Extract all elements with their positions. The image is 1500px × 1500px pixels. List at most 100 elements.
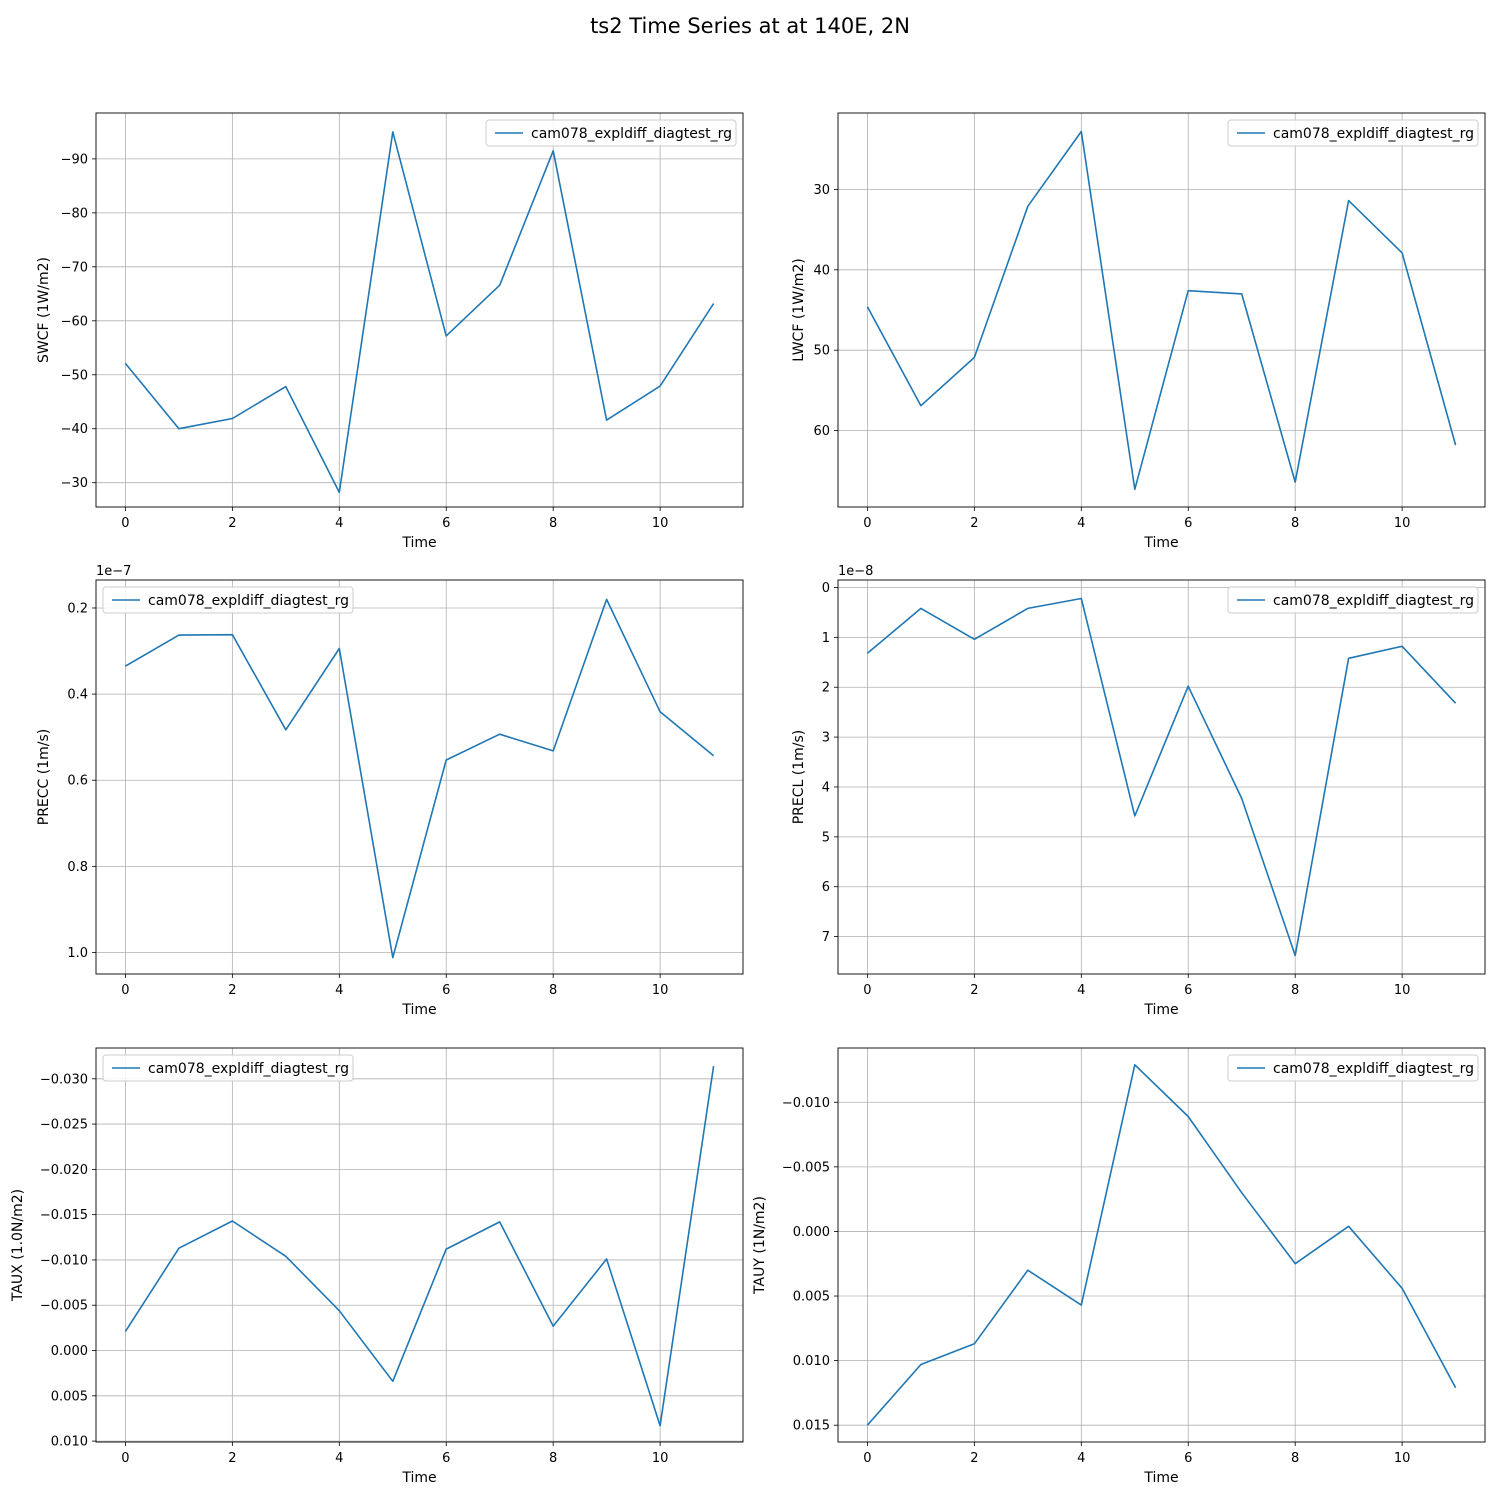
x-tick-label: 6 xyxy=(442,1451,450,1466)
y-tick-label: 60 xyxy=(813,424,830,439)
y-tick-label: 0 xyxy=(822,581,830,596)
legend: cam078_expldiff_diagtest_rg xyxy=(102,586,354,614)
y-axis-label: LWCF (1W/m2) xyxy=(791,258,807,362)
y-tick-label: −0.015 xyxy=(40,1208,88,1223)
y-tick-label: 1.0 xyxy=(67,946,88,961)
y-axis-label: TAUY (1N/m2) xyxy=(752,1196,768,1295)
series-line xyxy=(866,130,1457,491)
x-tick-label: 0 xyxy=(863,1451,871,1466)
x-tick-label: 0 xyxy=(121,516,129,531)
y-tick-label: 0.015 xyxy=(793,1419,830,1434)
x-tick-label: 6 xyxy=(442,516,450,531)
y-tick-label: −0.025 xyxy=(40,1118,88,1133)
axes-frame xyxy=(837,579,1486,975)
x-tick-label: 4 xyxy=(1077,1451,1085,1466)
x-axis-label: Time xyxy=(401,1470,436,1486)
y-tick-label: 50 xyxy=(813,344,830,359)
x-tick-label: 8 xyxy=(1291,983,1299,998)
legend: cam078_expldiff_diagtest_rg xyxy=(102,1054,354,1082)
series-line xyxy=(866,1064,1457,1426)
y-axis-label: PRECC (1m/s) xyxy=(36,729,52,826)
x-tick-label: 2 xyxy=(970,983,978,998)
y-tick-label: 0.010 xyxy=(51,1435,88,1450)
y-tick-label: −0.005 xyxy=(782,1160,830,1175)
x-tick-label: 4 xyxy=(1077,983,1085,998)
legend-label: cam078_expldiff_diagtest_rg xyxy=(148,1061,349,1077)
y-tick-label: −70 xyxy=(61,260,88,275)
y-tick-label: −0.020 xyxy=(40,1163,88,1178)
y-tick-label: 7 xyxy=(822,930,830,945)
figure-title: ts2 Time Series at at 140E, 2N xyxy=(590,14,910,38)
x-tick-label: 2 xyxy=(228,983,236,998)
y-tick-label: 3 xyxy=(822,731,830,746)
subplot-5: 0 2 4 6 8 10 −0.030 −0.025 −0.020 −0.015 −0.010 −0.… xyxy=(10,1047,744,1486)
x-tick-label: 2 xyxy=(970,1451,978,1466)
x-tick-label: 4 xyxy=(335,516,343,531)
x-tick-label: 4 xyxy=(1077,516,1085,531)
axes-frame xyxy=(95,579,744,975)
x-tick-label: 6 xyxy=(442,983,450,998)
series-line xyxy=(124,131,715,494)
x-tick-label: 10 xyxy=(652,1451,669,1466)
x-tick-label: 0 xyxy=(121,983,129,998)
legend-label: cam078_expldiff_diagtest_rg xyxy=(1273,1061,1474,1077)
axes-frame xyxy=(95,112,744,508)
y-tick-label: −0.010 xyxy=(40,1253,88,1268)
subplot-6: 0 2 4 6 8 10 −0.010 −0.005 0.000 0.005 0.010 0.015 T… xyxy=(752,1047,1486,1486)
x-tick-label: 4 xyxy=(335,1451,343,1466)
y-tick-label: 5 xyxy=(822,830,830,845)
y-tick-label: 0.4 xyxy=(67,688,88,703)
axes-frame xyxy=(95,1047,744,1443)
x-tick-label: 8 xyxy=(549,983,557,998)
x-tick-label: 2 xyxy=(970,516,978,531)
y-tick-label: −0.005 xyxy=(40,1299,88,1314)
subplot-2: 0 2 4 6 8 10 30 40 50 60 Time LWCF (1W/m2) cam078_ex… xyxy=(791,112,1486,551)
y-axis-label: TAUX (1.0N/m2) xyxy=(10,1189,26,1302)
x-tick-label: 2 xyxy=(228,1451,236,1466)
x-tick-label: 8 xyxy=(549,1451,557,1466)
legend-label: cam078_expldiff_diagtest_rg xyxy=(1273,126,1474,142)
legend-box xyxy=(102,1054,354,1082)
x-axis-label: Time xyxy=(1143,1002,1178,1018)
legend: cam078_expldiff_diagtest_rg xyxy=(485,119,737,147)
legend-label: cam078_expldiff_diagtest_rg xyxy=(1273,593,1474,609)
y-tick-label: 0.000 xyxy=(51,1344,88,1359)
y-tick-label: −30 xyxy=(61,476,88,491)
subplot-1: 0 2 4 6 8 10 −90 −80 −70 −60 −50 −40 −30 Time SWCF (1W… xyxy=(36,112,744,551)
x-axis-label: Time xyxy=(401,1002,436,1018)
x-tick-label: 2 xyxy=(228,516,236,531)
y-axis-label: PRECL (1m/s) xyxy=(791,730,807,825)
legend-label: cam078_expldiff_diagtest_rg xyxy=(531,126,732,142)
y-tick-label: 0.8 xyxy=(67,860,88,875)
legend-label: cam078_expldiff_diagtest_rg xyxy=(148,593,349,609)
y-tick-label: −60 xyxy=(61,314,88,329)
legend-box xyxy=(1227,1054,1479,1082)
legend-box xyxy=(485,119,737,147)
x-tick-label: 10 xyxy=(1394,516,1411,531)
y-tick-label: 0.010 xyxy=(793,1354,830,1369)
legend: cam078_expldiff_diagtest_rg xyxy=(1227,1054,1479,1082)
x-tick-label: 8 xyxy=(1291,516,1299,531)
y-tick-label: 2 xyxy=(822,681,830,696)
y-tick-label: −80 xyxy=(61,206,88,221)
y-tick-label: −90 xyxy=(61,152,88,167)
x-axis-label: Time xyxy=(1143,535,1178,551)
y-tick-label: 0.6 xyxy=(67,774,88,789)
x-tick-label: 6 xyxy=(1184,1451,1192,1466)
legend-box xyxy=(1227,119,1479,147)
y-tick-label: 6 xyxy=(822,880,830,895)
series-line xyxy=(124,598,715,959)
y-tick-label: 0.005 xyxy=(51,1389,88,1404)
y-tick-label: 0.2 xyxy=(67,601,88,616)
axis-offset-label: 1e−7 xyxy=(96,564,131,579)
axes-frame xyxy=(837,112,1486,508)
x-tick-label: 0 xyxy=(121,1451,129,1466)
y-tick-label: 30 xyxy=(813,183,830,198)
x-tick-label: 8 xyxy=(1291,1451,1299,1466)
legend: cam078_expldiff_diagtest_rg xyxy=(1227,119,1479,147)
legend-box xyxy=(1227,586,1479,614)
x-axis-label: Time xyxy=(1143,1470,1178,1486)
legend: cam078_expldiff_diagtest_rg xyxy=(1227,586,1479,614)
y-axis-label: SWCF (1W/m2) xyxy=(36,257,52,363)
y-tick-label: 4 xyxy=(822,780,830,795)
